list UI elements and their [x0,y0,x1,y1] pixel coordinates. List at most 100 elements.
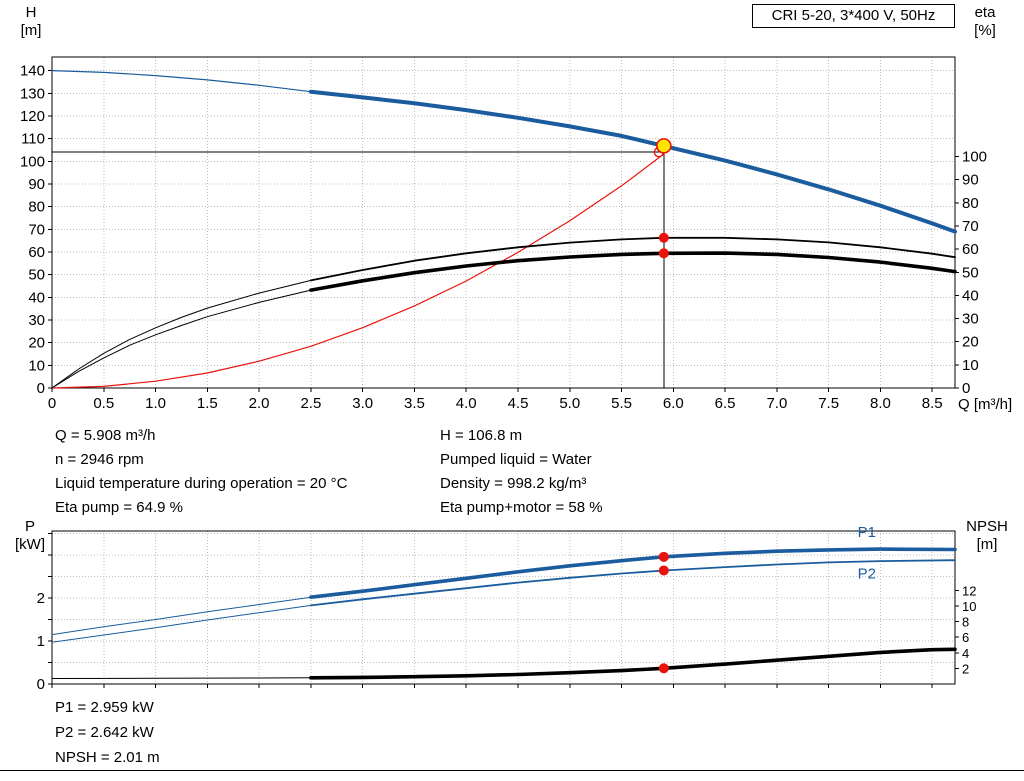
result-eta-pump: Eta pump = 64.9 % [55,499,183,516]
eta-axis-symbol: eta [974,4,996,21]
operating-point-marker [658,551,669,562]
svg-text:0: 0 [962,380,970,397]
svg-text:8: 8 [962,615,969,630]
result-liquid-temperature: Liquid temperature during operation = 20… [55,475,348,492]
operating-point-marker [658,232,669,243]
svg-text:10: 10 [962,357,979,374]
result-head: H = 106.8 m [440,427,523,444]
result-p2: P2 = 2.642 kW [55,724,154,741]
svg-text:140: 140 [20,63,45,80]
svg-text:4.5: 4.5 [508,395,529,412]
result-speed: n = 2946 rpm [55,451,144,468]
duty-results-right: H = 106.8 m Pumped liquid = Water Densit… [440,424,603,520]
svg-text:80: 80 [962,195,979,212]
svg-text:20: 20 [962,334,979,351]
svg-text:120: 120 [20,108,45,125]
svg-text:3.0: 3.0 [352,395,373,412]
svg-text:90: 90 [28,176,45,193]
svg-text:20: 20 [28,335,45,352]
svg-text:40: 40 [28,289,45,306]
duty-results-left: Q = 5.908 m³/h n = 2946 rpm Liquid tempe… [55,424,347,520]
result-flow: Q = 5.908 m³/h [55,427,156,444]
p2-curve-lead [51,604,312,643]
svg-text:8.0: 8.0 [870,395,891,412]
qh-curve-lead [51,69,312,93]
svg-text:6.0: 6.0 [663,395,684,412]
curve-label-p1: P1 [858,524,876,541]
svg-text:7.0: 7.0 [766,395,787,412]
eta-axis-title: eta [%] [962,4,1008,40]
svg-text:0: 0 [48,395,56,412]
svg-text:100: 100 [962,149,987,166]
svg-text:1.5: 1.5 [197,395,218,412]
result-eta-pump-motor: Eta pump+motor = 58 % [440,499,603,516]
svg-text:70: 70 [28,221,45,238]
svg-text:50: 50 [962,264,979,281]
p-axis-unit: [kW] [15,536,45,553]
p2-curve [309,559,956,607]
h-axis-symbol: H [25,4,37,21]
footer-divider [0,770,1024,771]
svg-text:60: 60 [962,241,979,258]
pump-model-title: CRI 5-20, 3*400 V, 50Hz [752,4,955,28]
npsh-axis-symbol: NPSH [966,518,1008,535]
svg-text:5.0: 5.0 [559,395,580,412]
h-axis-title: H [m] [10,4,52,40]
svg-text:110: 110 [21,131,45,148]
result-p1: P1 = 2.959 kW [55,699,154,716]
svg-text:2.0: 2.0 [249,395,270,412]
eta-pump-motor-curve [309,251,957,292]
svg-text:7.5: 7.5 [818,395,839,412]
result-pumped-liquid: Pumped liquid = Water [440,451,592,468]
duty-point[interactable] [656,138,672,154]
svg-text:1: 1 [37,633,45,650]
svg-text:30: 30 [28,312,45,329]
p-axis-title: P [kW] [6,518,54,554]
svg-text:6: 6 [962,630,969,645]
curve-label-p2: P2 [858,565,876,582]
svg-text:5.5: 5.5 [611,395,632,412]
eta-pump-curve [309,236,956,282]
svg-text:2.5: 2.5 [300,395,321,412]
npsh-axis-unit: [m] [976,536,998,553]
qh-curve [308,89,957,234]
svg-text:0.5: 0.5 [93,395,114,412]
eta-pump-motor-curve-lead [51,289,312,389]
operating-point-marker [658,565,669,576]
operating-point-marker [658,248,669,259]
svg-text:130: 130 [20,85,45,102]
svg-text:3.5: 3.5 [404,395,425,412]
system-curve [51,153,665,389]
svg-text:50: 50 [28,267,45,284]
svg-text:90: 90 [962,172,979,189]
svg-text:10: 10 [28,357,45,374]
svg-text:1.0: 1.0 [145,395,166,412]
eta-axis-unit: [%] [974,22,996,39]
svg-text:10: 10 [962,599,976,614]
svg-text:70: 70 [962,218,979,235]
p1-curve-lead [51,596,312,636]
svg-text:2: 2 [962,661,969,676]
result-density: Density = 998.2 kg/m³ [440,475,587,492]
svg-text:2: 2 [37,590,45,607]
h-axis-unit: [m] [20,22,42,39]
power-results: P1 = 2.959 kW P2 = 2.642 kW NPSH = 2.01 … [55,695,160,770]
svg-text:60: 60 [28,244,45,261]
svg-text:6.5: 6.5 [715,395,736,412]
svg-text:30: 30 [962,311,979,328]
svg-text:0: 0 [37,676,45,693]
svg-text:100: 100 [20,153,45,170]
npsh-curve [309,647,957,680]
p-axis-symbol: P [24,518,35,535]
svg-text:80: 80 [28,199,45,216]
p1-curve [309,547,957,600]
npsh-curve-lead [51,677,312,679]
svg-text:0: 0 [37,380,45,397]
eta-pump-curve-lead [51,279,312,389]
operating-point-marker [658,663,669,674]
q-axis-title: Q [m³/h] [958,396,1013,413]
result-npsh: NPSH = 2.01 m [55,749,160,766]
